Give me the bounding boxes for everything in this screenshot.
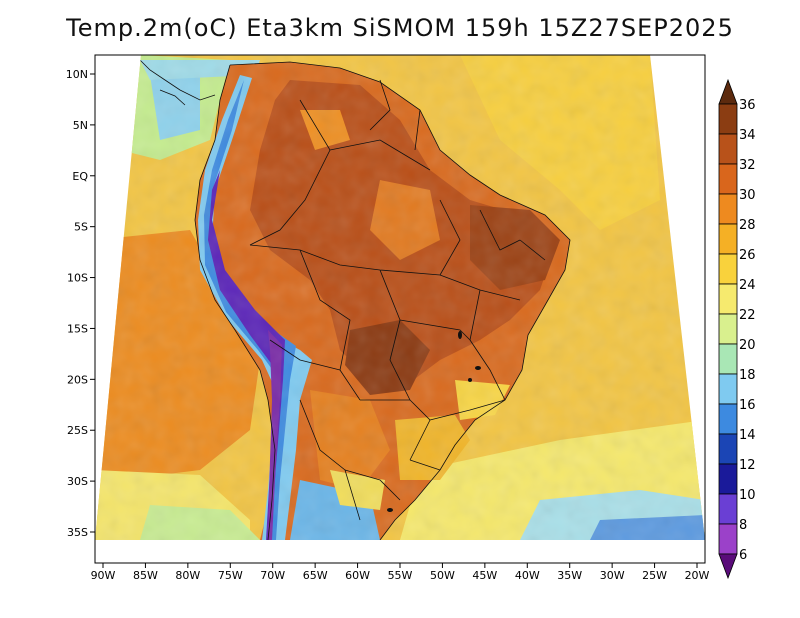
colorbar-label: 34 <box>739 128 756 143</box>
lon-tick-label: 75W <box>218 569 243 582</box>
lon-tick-label: 70W <box>260 569 285 582</box>
colorbar-segment <box>718 493 738 525</box>
colorbar-label: 26 <box>739 248 756 263</box>
colorbar-segment <box>718 133 738 165</box>
lat-tick-label: 25S <box>67 424 88 437</box>
lon-tick-label: 60W <box>345 569 370 582</box>
colorbar-label: 6 <box>739 548 747 563</box>
lat-tick-label: 5S <box>74 221 88 234</box>
colorbar: 36 34 32 30 28 26 24 22 20 18 16 14 12 10 8 6 <box>718 78 756 580</box>
colorbar-label: 16 <box>739 398 756 413</box>
colorbar-segment <box>718 523 738 555</box>
colorbar-label: 8 <box>739 518 747 533</box>
colorbar-segment <box>718 433 738 465</box>
colorbar-segment <box>718 253 738 285</box>
lat-tick-label: EQ <box>72 170 88 183</box>
lat-tick-label: 35S <box>67 526 88 539</box>
colorbar-label: 24 <box>739 278 756 293</box>
colorbar-segment <box>718 373 738 405</box>
colorbar-segment <box>718 403 738 435</box>
colorbar-segment <box>718 163 738 195</box>
lat-tick-label: 30S <box>67 475 88 488</box>
field-texture <box>95 55 705 540</box>
lat-tick-label: 10S <box>67 272 88 285</box>
colorbar-label: 18 <box>739 368 756 383</box>
lon-tick-label: 80W <box>175 569 200 582</box>
lat-tick-label: 5N <box>73 119 88 132</box>
lat-tick-label: 10N <box>66 68 88 81</box>
colorbar-segment <box>718 463 738 495</box>
lon-tick-label: 40W <box>515 569 540 582</box>
colorbar-segment <box>718 193 738 225</box>
colorbar-segment <box>718 283 738 315</box>
colorbar-label: 28 <box>739 218 756 233</box>
colorbar-label: 20 <box>739 338 756 353</box>
colorbar-segment <box>718 103 738 135</box>
colorbar-label: 30 <box>739 188 756 203</box>
lon-tick-label: 85W <box>133 569 158 582</box>
colorbar-bottom-arrow <box>718 553 738 580</box>
lon-tick-label: 55W <box>388 569 413 582</box>
lon-tick-label: 20W <box>685 569 710 582</box>
lon-tick-label: 50W <box>430 569 455 582</box>
colorbar-segment <box>718 223 738 255</box>
lon-tick-label: 45W <box>472 569 497 582</box>
longitude-axis: 90W 85W 80W 75W 70W 65W 60W 55W 50W 45W 40W 35W 30W 2… <box>91 563 710 582</box>
temperature-field <box>95 55 705 540</box>
lakes <box>387 331 481 512</box>
latitude-axis: 10N 5N EQ 5S 10S 15S 20S 25S 30S 35S <box>66 68 95 539</box>
lon-tick-label: 25W <box>642 569 667 582</box>
colorbar-label: 14 <box>739 428 756 443</box>
colorbar-label: 12 <box>739 458 756 473</box>
lon-tick-label: 65W <box>303 569 328 582</box>
lon-tick-label: 90W <box>91 569 116 582</box>
colorbar-label: 32 <box>739 158 756 173</box>
lat-tick-label: 20S <box>67 373 88 386</box>
colorbar-label: 36 <box>739 98 756 113</box>
lon-tick-label: 30W <box>600 569 625 582</box>
colorbar-segment <box>718 343 738 375</box>
lon-tick-label: 35W <box>557 569 582 582</box>
colorbar-label: 22 <box>739 308 756 323</box>
colorbar-top-arrow <box>718 78 738 105</box>
map-title: Temp.2m(oC) Eta3km SiSMOM 159h 15Z27SEP2… <box>66 14 734 42</box>
colorbar-segment <box>718 313 738 345</box>
country-borders <box>194 61 571 540</box>
colorbar-label: 10 <box>739 488 756 503</box>
lat-tick-label: 15S <box>67 322 88 335</box>
